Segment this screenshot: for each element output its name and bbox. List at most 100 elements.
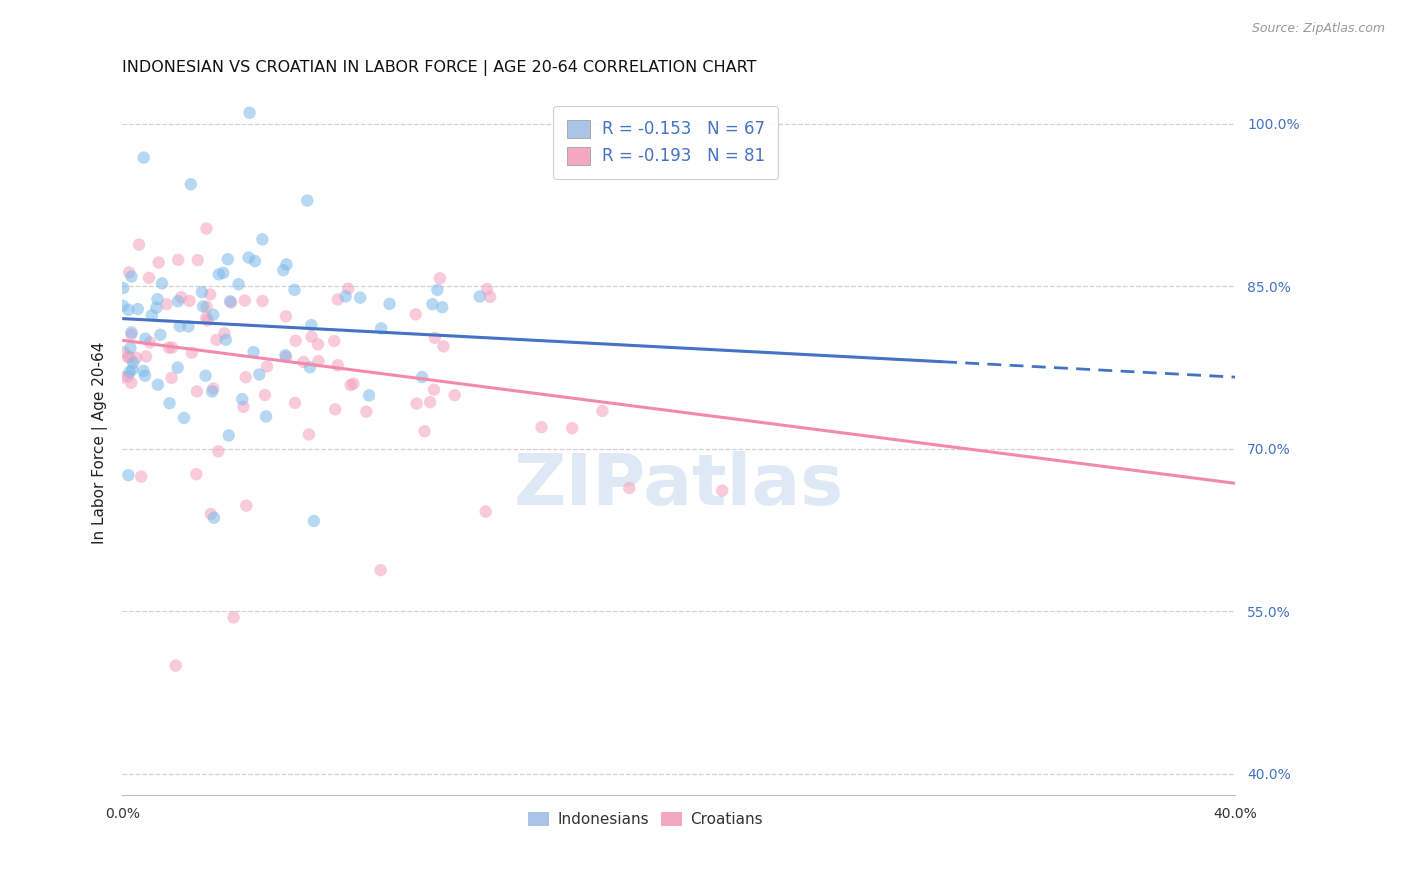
Point <box>561 421 583 435</box>
Point <box>148 255 170 269</box>
Point <box>411 370 433 384</box>
Point <box>118 265 141 279</box>
Point <box>307 337 329 351</box>
Point <box>120 341 142 355</box>
Point <box>233 293 256 308</box>
Point <box>195 221 218 235</box>
Point <box>179 293 201 308</box>
Point <box>423 331 446 345</box>
Point <box>429 271 451 285</box>
Point <box>253 388 276 402</box>
Point <box>426 283 449 297</box>
Point <box>121 269 143 284</box>
Point <box>139 335 162 350</box>
Point <box>302 514 325 528</box>
Point <box>212 266 235 280</box>
Point <box>180 345 202 359</box>
Point <box>356 405 378 419</box>
Point <box>474 505 496 519</box>
Point <box>405 396 427 410</box>
Point <box>197 313 219 327</box>
Point <box>335 289 357 303</box>
Point <box>187 253 209 268</box>
Point <box>186 467 208 482</box>
Point <box>195 300 218 314</box>
Point <box>134 368 156 383</box>
Point <box>349 291 371 305</box>
Point <box>207 444 229 458</box>
Point <box>214 326 236 341</box>
Point <box>121 362 143 376</box>
Point <box>342 376 364 391</box>
Y-axis label: In Labor Force | Age 20-64: In Labor Force | Age 20-64 <box>93 342 108 544</box>
Point <box>167 294 190 309</box>
Point <box>128 237 150 252</box>
Point <box>150 277 173 291</box>
Point <box>419 395 441 409</box>
Point <box>118 350 141 364</box>
Point <box>166 360 188 375</box>
Point <box>112 370 135 384</box>
Point <box>118 365 141 379</box>
Point <box>129 469 152 483</box>
Point <box>205 333 228 347</box>
Point <box>284 396 307 410</box>
Point <box>301 329 323 343</box>
Point <box>215 333 238 347</box>
Point <box>405 307 427 321</box>
Point <box>194 368 217 383</box>
Point <box>120 327 142 342</box>
Point <box>112 281 135 295</box>
Point <box>117 302 139 317</box>
Point <box>378 297 401 311</box>
Point <box>219 294 242 309</box>
Point <box>252 232 274 246</box>
Point <box>479 290 502 304</box>
Point <box>165 658 187 673</box>
Point <box>191 285 214 300</box>
Point <box>160 371 183 385</box>
Point <box>468 289 491 303</box>
Point <box>117 369 139 384</box>
Legend: Indonesians, Croatians: Indonesians, Croatians <box>522 806 769 833</box>
Point <box>125 351 148 365</box>
Point <box>127 302 149 317</box>
Point <box>132 364 155 378</box>
Point <box>200 507 222 521</box>
Point <box>191 299 214 313</box>
Point <box>167 252 190 267</box>
Point <box>323 334 346 348</box>
Point <box>217 252 239 267</box>
Point <box>530 420 553 434</box>
Point <box>284 334 307 348</box>
Point <box>238 251 260 265</box>
Point <box>422 297 444 311</box>
Point <box>117 350 139 364</box>
Point <box>195 310 218 325</box>
Point <box>256 359 278 374</box>
Text: INDONESIAN VS CROATIAN IN LABOR FORCE | AGE 20-64 CORRELATION CHART: INDONESIAN VS CROATIAN IN LABOR FORCE | … <box>122 60 756 76</box>
Point <box>475 282 498 296</box>
Point <box>298 360 321 375</box>
Point <box>283 283 305 297</box>
Point <box>235 370 257 384</box>
Point <box>357 388 380 402</box>
Point <box>326 358 349 372</box>
Point <box>239 105 262 120</box>
Point <box>159 396 181 410</box>
Point <box>231 392 253 406</box>
Point <box>271 263 294 277</box>
Point <box>432 339 454 353</box>
Point <box>326 293 349 307</box>
Point <box>112 345 135 359</box>
Point <box>298 427 321 442</box>
Point <box>122 356 145 370</box>
Point <box>252 293 274 308</box>
Point <box>232 400 254 414</box>
Point <box>235 499 257 513</box>
Point <box>711 483 734 498</box>
Point <box>117 468 139 483</box>
Point <box>243 254 266 268</box>
Point <box>308 354 330 368</box>
Point <box>155 297 177 311</box>
